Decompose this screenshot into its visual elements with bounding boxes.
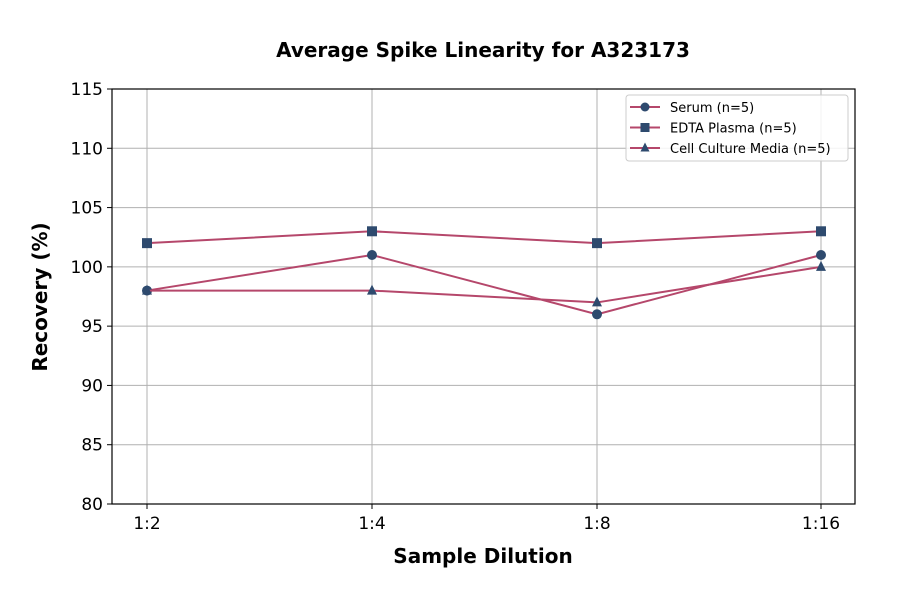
data-point (816, 260, 826, 271)
y-tick-label: 105 (71, 199, 103, 219)
chart-title: Average Spike Linearity for A323173 (276, 38, 690, 62)
legend-label: EDTA Plasma (n=5) (670, 122, 797, 137)
legend-label: Serum (n=5) (670, 101, 754, 116)
y-tick-label: 90 (81, 376, 103, 396)
legend: Serum (n=5) EDTA Plasma (n=5) Cell Culture… (625, 94, 849, 162)
data-point (367, 284, 377, 295)
y-tick-label: 85 (81, 436, 103, 456)
data-point (142, 238, 152, 249)
data-point (367, 226, 377, 237)
series-line (147, 265, 822, 304)
series-triangle (142, 260, 826, 307)
data-point (816, 226, 826, 237)
series-square (142, 226, 826, 249)
series-line (146, 230, 822, 245)
legend-marker-triangle (640, 142, 650, 152)
x-tick-label: 1:2 (133, 514, 160, 534)
x-tick-label: 1:4 (358, 514, 385, 534)
y-tick-label: 80 (81, 495, 103, 515)
y-tick-label: 95 (81, 317, 103, 337)
data-point (592, 309, 602, 320)
data-point (592, 238, 602, 249)
series-line (146, 253, 822, 316)
x-tick-label: 1:8 (583, 514, 610, 534)
data-point (816, 250, 826, 260)
y-tick-label: 115 (71, 80, 103, 100)
y-tick-label: 100 (71, 258, 103, 278)
legend-label: Cell Culture Media (n=5) (670, 142, 831, 157)
y-axis-label: Recovery (%) (28, 222, 52, 371)
y-tick-label: 110 (71, 139, 103, 159)
x-axis-label: Sample Dilution (393, 544, 572, 568)
plot-frame (111, 88, 856, 505)
legend-box (625, 94, 849, 162)
series-circle (142, 250, 826, 320)
data-point (592, 296, 602, 307)
data-point (142, 284, 152, 295)
x-tick-label: 1:16 (802, 514, 840, 534)
data-point (367, 250, 377, 260)
legend-marker-circle (640, 102, 650, 112)
legend-marker-square (640, 123, 650, 132)
